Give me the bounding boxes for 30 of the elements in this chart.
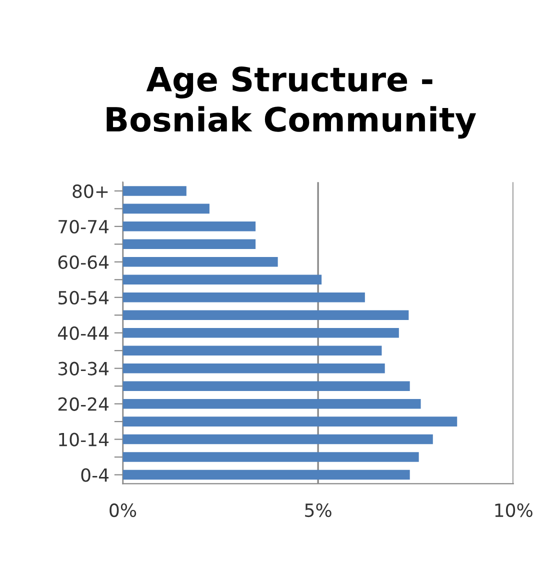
bar [122,257,278,267]
bar [122,434,433,444]
x-tick-label: 10% [495,503,532,518]
x-tick-label: 0% [110,503,136,518]
bar [122,239,256,250]
bar [122,274,322,285]
y-tick-label: 40-44 [58,326,109,340]
chart-title: Age Structure - Bosniak Community [106,66,476,139]
bar [122,470,410,480]
bar [122,452,419,462]
bar [122,363,385,374]
bar [122,204,210,214]
bar [122,398,421,409]
x-tick-label: 5% [305,503,332,518]
y-tick-label: 80+ [72,184,108,198]
bar [122,310,409,320]
bar [122,346,382,356]
bar [122,292,365,302]
y-tick-label: 60-64 [58,255,109,270]
y-tick-label: 30-34 [58,362,109,376]
bar [122,416,458,426]
y-tick-label: 0-4 [81,468,109,482]
y-tick-label: 70-74 [58,220,109,234]
bar [122,222,256,232]
y-tick-label: 10-14 [59,432,109,446]
bar [122,381,410,391]
y-tick-label: 20-24 [58,397,109,411]
bar [122,328,399,338]
y-tick-label: 50-54 [58,290,109,305]
bar [122,186,186,196]
